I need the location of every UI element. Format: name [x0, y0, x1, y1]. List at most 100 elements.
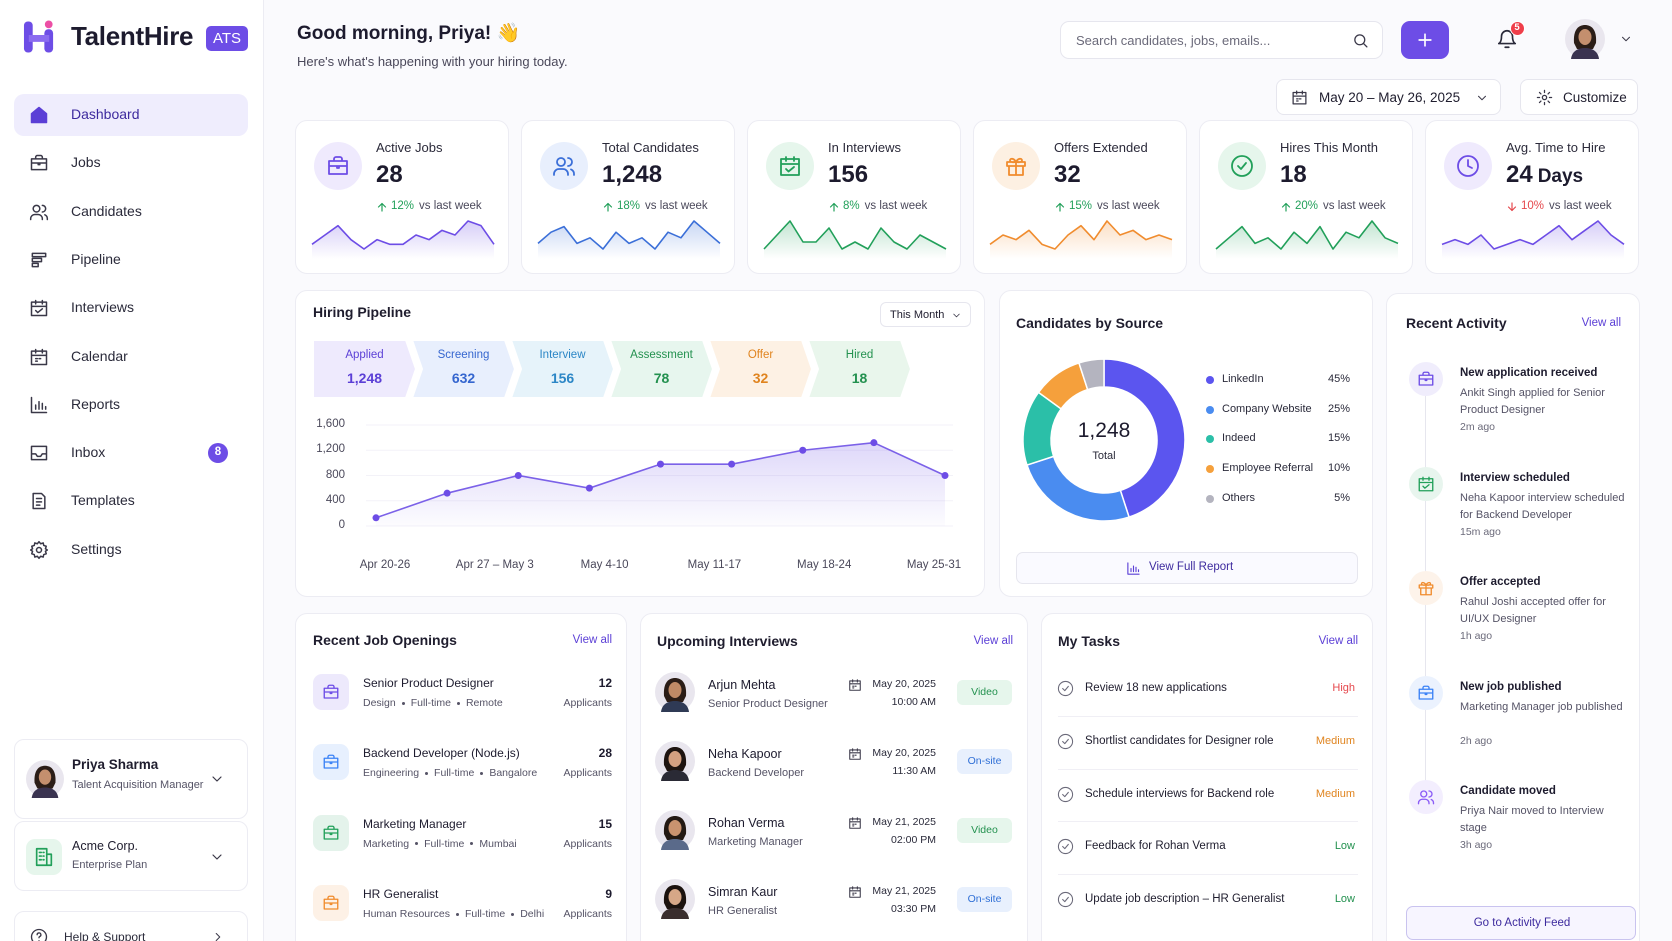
tag-separator [455, 912, 459, 916]
nav-item[interactable]: Dashboard [14, 94, 248, 136]
icon [1354, 34, 1368, 48]
search-placeholder: Search candidates, jobs, emails... [1076, 33, 1271, 48]
icon [1621, 36, 1631, 42]
activity-feed-button[interactable]: Go to Activity Feed [1406, 906, 1636, 940]
task-checkbox[interactable] [1056, 785, 1076, 805]
avatar [655, 810, 695, 850]
task-checkbox[interactable] [1056, 679, 1076, 699]
stage-label: Interview [539, 349, 586, 361]
nav-item[interactable]: Pipeline [14, 239, 248, 281]
icon-path [1418, 33, 1432, 47]
notifications-button[interactable]: 5 [1493, 21, 1525, 54]
stage-count: 32 [752, 370, 769, 386]
candidate-name: Arjun Mehta [708, 678, 776, 692]
icon [30, 396, 48, 414]
help-card[interactable]: Help & Support [14, 911, 248, 941]
logo-bridge [28, 35, 50, 42]
icon [1418, 685, 1434, 700]
sparkline-line [989, 220, 1173, 250]
view-report-button[interactable]: View Full Report [1016, 552, 1358, 584]
view-all-link[interactable]: View all [973, 635, 1013, 647]
stat-change-row: 10% vs last week [1506, 200, 1636, 216]
chart-point [443, 489, 451, 497]
icon-path [1621, 36, 1631, 42]
stat-icon-bg [1218, 142, 1266, 190]
job-tag: Marketing [363, 837, 410, 850]
view-all-link[interactable]: View all [572, 634, 612, 646]
search-box[interactable]: Search candidates, jobs, emails... [1060, 21, 1383, 59]
view-all-link[interactable]: View all [1318, 635, 1358, 647]
task-text: Feedback for Rohan Verma [1085, 840, 1226, 853]
sparkline-line [537, 220, 721, 250]
icon-path [30, 106, 48, 124]
chart-point [657, 460, 664, 468]
stat-change-text: vs last week [1549, 200, 1612, 212]
nav-item[interactable]: Jobs [14, 142, 248, 184]
add-button[interactable] [1401, 21, 1449, 59]
view-all-link[interactable]: View all [1581, 317, 1621, 329]
stat-change: 20% [1295, 200, 1319, 212]
stat-icon-bg [766, 142, 814, 190]
user-card[interactable]: Priya Sharma Talent Acquisition Manager [14, 739, 248, 819]
icon-path [1418, 581, 1434, 596]
org-card[interactable]: Acme Corp. Enterprise Plan [14, 821, 248, 891]
stage-count: 156 [550, 370, 575, 386]
org-icon-bg [26, 839, 62, 875]
nav-item[interactable]: Calendar [14, 336, 248, 378]
job-title: HR Generalist [363, 886, 439, 901]
stat-value-row: 32 [1054, 161, 1081, 190]
activity-desc: Priya Nair moved to Interview stage [1460, 805, 1604, 834]
greeting-subtitle: Here's what's happening with your hiring… [297, 54, 568, 69]
icon-path [323, 895, 339, 910]
job-count-label: Applicants [563, 837, 612, 850]
nav-item[interactable]: Inbox 8 [14, 432, 248, 474]
interview-mode-badge: Video [957, 680, 1012, 705]
period-dropdown[interactable]: This Month [880, 302, 971, 327]
avatar-body [1571, 48, 1599, 59]
activity-desc: Rahul Joshi accepted offer for UI/UX Des… [1460, 596, 1606, 625]
interview-date: May 20, 2025 [872, 747, 936, 759]
nav-item[interactable]: Candidates [14, 191, 248, 233]
icon-path [849, 886, 861, 898]
sparkline [537, 220, 721, 259]
icon-path [323, 754, 339, 769]
nav-item[interactable]: Reports [14, 384, 248, 426]
date-range-picker[interactable]: May 20 – May 26, 2025 [1276, 79, 1501, 115]
sources-card: Candidates by Source LinkedIn 45% Company W… [999, 290, 1373, 597]
icon-path [603, 202, 613, 212]
task-checkbox[interactable] [1056, 890, 1076, 910]
stat-card: In Interviews 156 8% vs last week [747, 120, 961, 274]
activity-title: New application received [1460, 367, 1598, 379]
task-checkbox[interactable] [1056, 732, 1076, 752]
y-tick-label: 0 [338, 519, 345, 531]
task-checkbox[interactable] [1056, 837, 1076, 857]
sparkline-area [990, 221, 1172, 259]
activity-time: 2h ago [1460, 734, 1493, 747]
customize-button[interactable]: Customize [1520, 79, 1638, 115]
x-tick-label: Apr 20-26 [359, 559, 411, 571]
nav-item[interactable]: Settings [14, 529, 248, 571]
avatar [655, 672, 695, 712]
stat-card: Hires This Month 18 20% vs last week [1199, 120, 1413, 274]
icon-path [849, 748, 861, 760]
nav-item[interactable]: Interviews [14, 287, 248, 329]
icon-path [1292, 90, 1307, 105]
task-divider [1058, 874, 1358, 876]
pipeline-stage [806, 339, 913, 399]
profile-menu[interactable] [1563, 18, 1635, 60]
nav-badge: 8 [208, 443, 228, 464]
icon-path [377, 202, 387, 212]
avatar-face [668, 889, 682, 905]
icon [1057, 733, 1074, 749]
interview-time: 03:30 PM [891, 903, 936, 915]
icon [1292, 90, 1307, 105]
icon [603, 202, 613, 212]
notification-badge: 5 [1510, 21, 1525, 36]
icon-path [553, 157, 575, 176]
nav-item[interactable]: Templates [14, 480, 248, 522]
icon [30, 445, 48, 461]
icon-path [35, 847, 53, 867]
task-divider [1058, 821, 1358, 823]
icon-path [1536, 89, 1553, 106]
